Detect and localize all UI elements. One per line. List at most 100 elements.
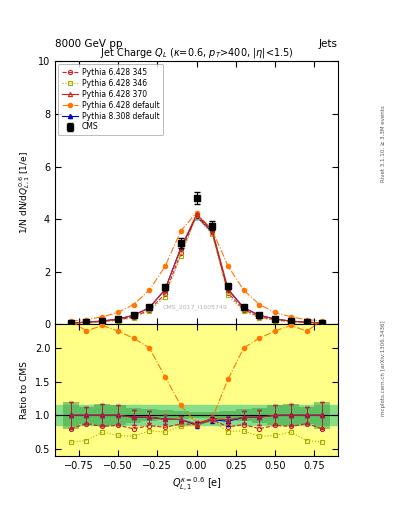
Pythia 6.428 346 xyxy=(84,320,89,326)
Pythia 6.428 default xyxy=(288,314,293,320)
Pythia 6.428 370 xyxy=(100,318,105,324)
Pythia 6.428 default xyxy=(273,309,277,315)
Pythia 6.428 default xyxy=(147,287,152,293)
Pythia 6.428 345 xyxy=(68,320,73,326)
Line: Pythia 6.428 default: Pythia 6.428 default xyxy=(69,210,324,323)
Pythia 8.308 default xyxy=(320,320,325,326)
Pythia 6.428 default xyxy=(304,316,309,323)
Pythia 6.428 370 xyxy=(194,211,199,218)
Pythia 8.308 default xyxy=(304,319,309,325)
Pythia 6.428 346 xyxy=(68,321,73,327)
Pythia 8.308 default xyxy=(194,214,199,220)
Bar xyxy=(204,412,220,418)
Pythia 6.428 345 xyxy=(147,307,152,313)
Pythia 6.428 default xyxy=(320,318,325,324)
Pythia 6.428 370 xyxy=(241,305,246,311)
Pythia 6.428 346 xyxy=(226,292,230,298)
Line: Pythia 6.428 345: Pythia 6.428 345 xyxy=(69,213,324,325)
Pythia 6.428 370 xyxy=(288,318,293,324)
Bar xyxy=(267,405,283,425)
Pythia 6.428 default xyxy=(257,302,262,308)
Pythia 6.428 345 xyxy=(257,314,262,320)
Pythia 6.428 345 xyxy=(288,318,293,325)
Pythia 8.308 default xyxy=(226,287,230,293)
Pythia 6.428 346 xyxy=(210,231,215,238)
Pythia 8.308 default xyxy=(68,320,73,326)
Text: CMS_2017_I1605749: CMS_2017_I1605749 xyxy=(163,305,228,310)
Title: Jet Charge $Q_L$ ($\kappa$=0.6, $p_T$>400, |$\eta$|<1.5): Jet Charge $Q_L$ ($\kappa$=0.6, $p_T$>40… xyxy=(99,47,294,60)
Pythia 6.428 345 xyxy=(273,317,277,323)
Pythia 6.428 345 xyxy=(194,212,199,218)
Bar xyxy=(189,412,204,418)
Pythia 6.428 370 xyxy=(147,305,152,311)
Pythia 6.428 345 xyxy=(241,307,246,313)
Pythia 6.428 345 xyxy=(226,290,230,296)
Pythia 6.428 default xyxy=(194,209,199,216)
Pythia 6.428 370 xyxy=(273,316,277,322)
Pythia 6.428 default xyxy=(178,228,183,234)
Pythia 8.308 default xyxy=(178,245,183,251)
Pythia 6.428 default xyxy=(84,316,89,323)
X-axis label: $Q_{L,1}^{\kappa=0.6}$ [e]: $Q_{L,1}^{\kappa=0.6}$ [e] xyxy=(171,476,222,494)
Bar xyxy=(141,409,157,421)
Pythia 6.428 370 xyxy=(131,312,136,318)
Pythia 6.428 345 xyxy=(163,291,167,297)
Pythia 8.308 default xyxy=(84,319,89,325)
Pythia 6.428 345 xyxy=(178,250,183,257)
Line: Pythia 6.428 370: Pythia 6.428 370 xyxy=(69,212,324,325)
Pythia 6.428 370 xyxy=(304,319,309,325)
Pythia 6.428 370 xyxy=(178,245,183,251)
Pythia 6.428 345 xyxy=(210,229,215,236)
Pythia 6.428 default xyxy=(131,302,136,308)
Bar xyxy=(220,411,236,420)
Pythia 6.428 346 xyxy=(320,321,325,327)
Line: Pythia 8.308 default: Pythia 8.308 default xyxy=(69,215,324,325)
Bar xyxy=(236,409,252,421)
Pythia 6.428 370 xyxy=(320,320,325,326)
Pythia 6.428 346 xyxy=(116,317,120,324)
Pythia 6.428 default xyxy=(241,287,246,293)
Pythia 6.428 345 xyxy=(116,317,120,323)
Pythia 6.428 default xyxy=(68,318,73,324)
Text: mcplots.cern.ch [arXiv:1306.3436]: mcplots.cern.ch [arXiv:1306.3436] xyxy=(381,321,386,416)
Pythia 6.428 345 xyxy=(320,320,325,326)
Pythia 8.308 default xyxy=(163,287,167,293)
Pythia 6.428 370 xyxy=(68,320,73,326)
Y-axis label: Ratio to CMS: Ratio to CMS xyxy=(20,361,29,419)
Pythia 6.428 370 xyxy=(116,316,120,322)
Pythia 8.308 default xyxy=(257,312,262,318)
Pythia 6.428 346 xyxy=(241,308,246,314)
Pythia 8.308 default xyxy=(210,229,215,236)
Bar xyxy=(252,408,267,423)
Pythia 8.308 default xyxy=(147,305,152,311)
Pythia 6.428 346 xyxy=(100,319,105,325)
Pythia 6.428 default xyxy=(116,309,120,315)
Pythia 6.428 370 xyxy=(84,319,89,325)
Pythia 6.428 default xyxy=(226,263,230,269)
Bar xyxy=(157,411,173,420)
Y-axis label: 1/N dN/d$Q_{L,1}^{0.6}$ [1/e]: 1/N dN/d$Q_{L,1}^{0.6}$ [1/e] xyxy=(18,152,32,234)
Pythia 6.428 default xyxy=(163,263,167,269)
Bar xyxy=(299,407,314,423)
Pythia 8.308 default xyxy=(273,316,277,322)
Bar xyxy=(55,324,338,456)
Bar xyxy=(283,404,299,426)
Text: 8000 GeV pp: 8000 GeV pp xyxy=(55,38,123,49)
Bar xyxy=(63,402,79,429)
Pythia 6.428 370 xyxy=(210,227,215,233)
Pythia 6.428 346 xyxy=(304,320,309,326)
Pythia 6.428 346 xyxy=(163,293,167,300)
Pythia 8.308 default xyxy=(100,318,105,324)
Pythia 8.308 default xyxy=(288,318,293,324)
Text: Jets: Jets xyxy=(319,38,338,49)
Pythia 6.428 370 xyxy=(257,312,262,318)
Pythia 6.428 346 xyxy=(194,214,199,220)
Pythia 6.428 345 xyxy=(84,319,89,326)
Pythia 6.428 346 xyxy=(257,315,262,321)
Pythia 6.428 345 xyxy=(100,318,105,325)
Bar xyxy=(110,405,126,425)
Pythia 8.308 default xyxy=(131,312,136,318)
Legend: Pythia 6.428 345, Pythia 6.428 346, Pythia 6.428 370, Pythia 6.428 default, Pyth: Pythia 6.428 345, Pythia 6.428 346, Pyth… xyxy=(58,64,163,135)
Pythia 6.428 346 xyxy=(131,315,136,321)
Line: Pythia 6.428 346: Pythia 6.428 346 xyxy=(69,215,324,326)
